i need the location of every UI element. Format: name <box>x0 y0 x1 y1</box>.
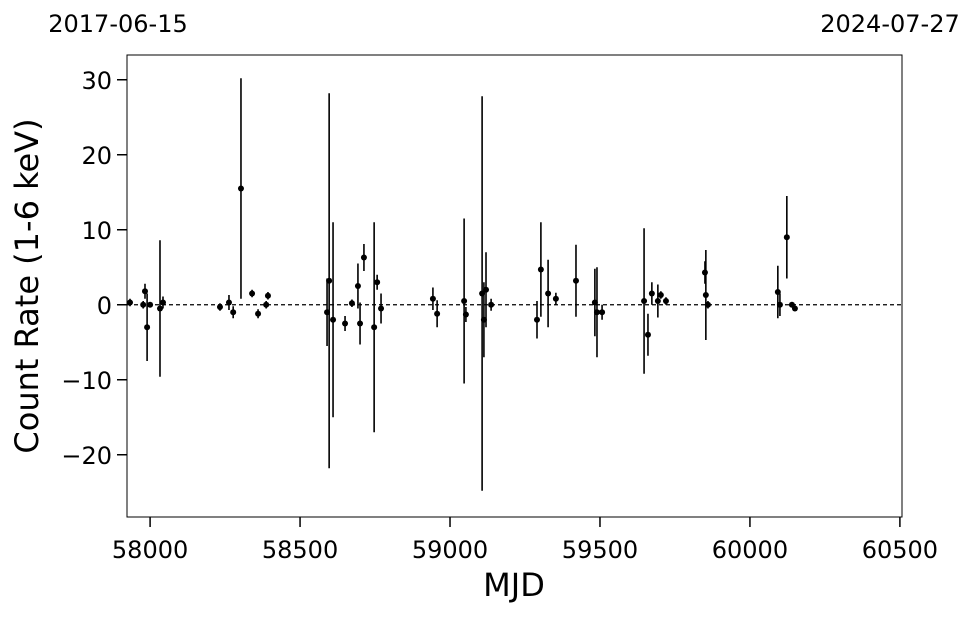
data-point <box>702 292 709 298</box>
data-point <box>776 301 783 308</box>
data-point <box>140 301 147 308</box>
data-point <box>662 298 669 304</box>
data-point <box>159 299 166 306</box>
data-point <box>348 300 355 307</box>
data-point <box>225 299 232 306</box>
data-point <box>654 298 661 304</box>
data-point <box>147 301 154 308</box>
data-point <box>255 310 262 317</box>
y-tick-label: 30 <box>81 67 112 95</box>
data-point <box>572 277 579 284</box>
data-point <box>126 299 133 306</box>
data-point <box>156 305 163 312</box>
data-point <box>263 301 270 308</box>
y-tick-label: −10 <box>61 367 112 395</box>
top-date-right: 2024-07-27 <box>820 10 959 38</box>
data-point <box>545 290 552 297</box>
data-point <box>360 254 367 261</box>
data-point <box>374 279 381 286</box>
data-point <box>783 234 790 241</box>
data-point <box>483 286 490 293</box>
x-tick-label: 59000 <box>412 536 488 564</box>
x-axis-label: MJD <box>483 566 545 604</box>
y-axis-label: Count Rate (1-6 keV) <box>8 118 46 453</box>
data-point <box>434 310 441 317</box>
data-point <box>533 316 540 323</box>
data-point <box>429 295 436 302</box>
data-point <box>357 320 364 327</box>
x-tick-label: 58000 <box>112 536 188 564</box>
y-tick-label: 0 <box>97 292 112 320</box>
data-point <box>704 301 711 308</box>
x-tick-label: 59500 <box>562 536 638 564</box>
data-point <box>249 290 256 297</box>
data-point <box>354 283 361 289</box>
data-point <box>593 309 600 316</box>
data-point <box>701 269 708 276</box>
data-point <box>378 305 385 312</box>
data-point <box>599 309 606 316</box>
x-tick-label: 58500 <box>262 536 338 564</box>
data-point <box>141 288 148 295</box>
data-point <box>330 316 337 323</box>
data-point <box>641 298 648 304</box>
data-point <box>462 311 469 318</box>
y-tick-label: −20 <box>61 442 112 470</box>
data-point <box>144 324 151 331</box>
data-point <box>657 292 664 298</box>
x-tick-label: 60000 <box>712 536 788 564</box>
data-point <box>648 290 655 297</box>
data-point <box>230 309 237 316</box>
data-point <box>791 305 798 312</box>
data-point <box>644 331 651 338</box>
data-point <box>371 324 378 331</box>
data-point <box>461 298 468 304</box>
data-point <box>537 266 544 273</box>
y-tick-label: 10 <box>81 217 112 245</box>
data-point <box>488 301 495 308</box>
x-tick-label: 60500 <box>862 536 938 564</box>
y-tick-label: 20 <box>81 142 112 170</box>
top-date-left: 2017-06-15 <box>48 10 187 38</box>
data-point <box>237 185 244 192</box>
data-point <box>216 304 223 310</box>
data-point <box>552 295 559 302</box>
plot-frame <box>126 54 903 518</box>
data-point <box>342 320 349 327</box>
data-point <box>264 292 271 299</box>
data-point <box>326 277 333 284</box>
